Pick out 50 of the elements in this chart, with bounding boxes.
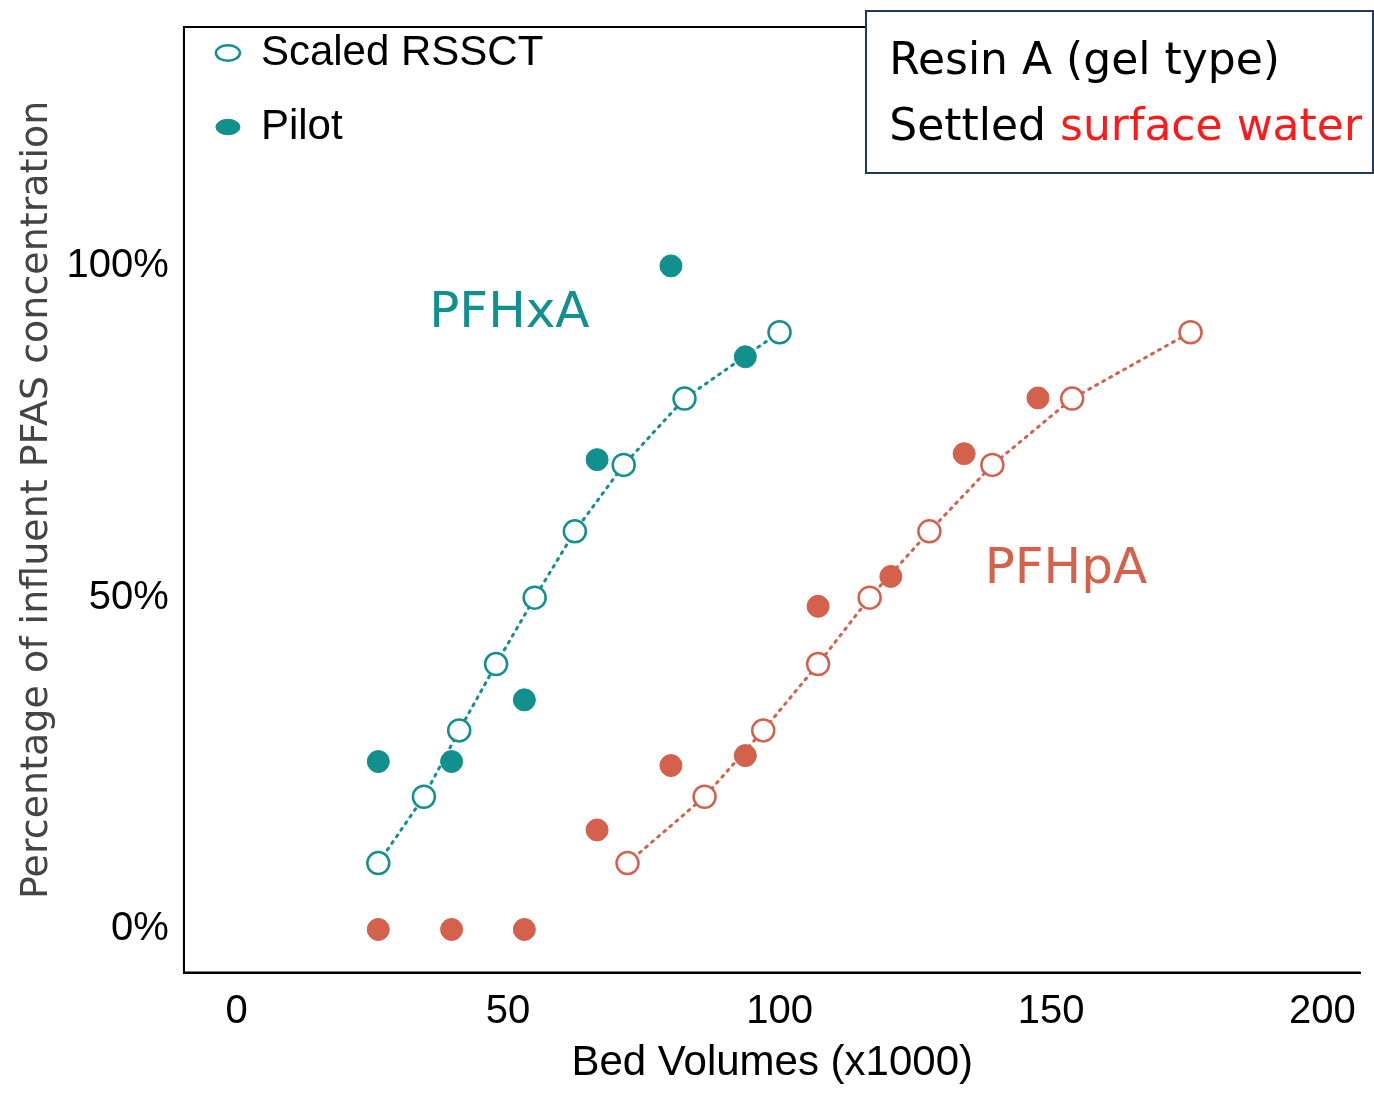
point — [672, 386, 697, 411]
x-tick-label: 0 — [225, 986, 248, 1031]
point — [805, 651, 831, 677]
point — [585, 448, 609, 472]
point — [1059, 386, 1085, 411]
point — [857, 585, 882, 610]
point — [750, 718, 776, 743]
point — [522, 585, 547, 610]
point — [879, 564, 903, 588]
point — [440, 750, 464, 774]
point — [585, 818, 609, 842]
point — [767, 320, 792, 345]
x-axis-title: Bed Volumes (x1000) — [571, 1037, 973, 1085]
annotation: PFHpA — [984, 536, 1148, 595]
x-tick-label: 200 — [1289, 986, 1356, 1031]
point — [952, 442, 976, 466]
point — [659, 254, 683, 278]
point — [483, 651, 509, 677]
point — [1178, 320, 1203, 345]
point — [512, 917, 536, 941]
y-tick-label: 50% — [88, 572, 169, 617]
point — [659, 754, 683, 778]
point — [512, 688, 536, 712]
x-tick-label: 100 — [746, 986, 813, 1031]
y-tick-label: 0% — [111, 904, 169, 949]
x-tick-label: 150 — [1017, 986, 1085, 1031]
y-axis-title: Percentage of influent PFAS concentration — [11, 100, 56, 899]
legend-label: Pilot — [260, 100, 343, 148]
point — [411, 784, 437, 809]
point — [366, 917, 390, 941]
point — [806, 594, 830, 618]
point — [733, 345, 757, 369]
point — [366, 750, 390, 774]
y-tick-label: 100% — [66, 240, 169, 285]
point — [917, 519, 942, 544]
legend-label: Scaled RSSCT — [260, 26, 544, 74]
point — [733, 744, 757, 768]
text: Settled surface water — [889, 99, 1362, 150]
annotation: PFHxA — [429, 281, 590, 340]
point — [446, 718, 472, 743]
point — [980, 452, 1005, 478]
x-tick-label: 50 — [485, 986, 531, 1031]
point — [615, 850, 640, 876]
point — [1026, 386, 1050, 410]
point — [366, 850, 391, 876]
point — [692, 784, 717, 809]
point — [611, 452, 636, 478]
point — [440, 917, 464, 941]
point — [562, 519, 588, 544]
chart-title: Resin A (gel type) — [889, 32, 1281, 86]
